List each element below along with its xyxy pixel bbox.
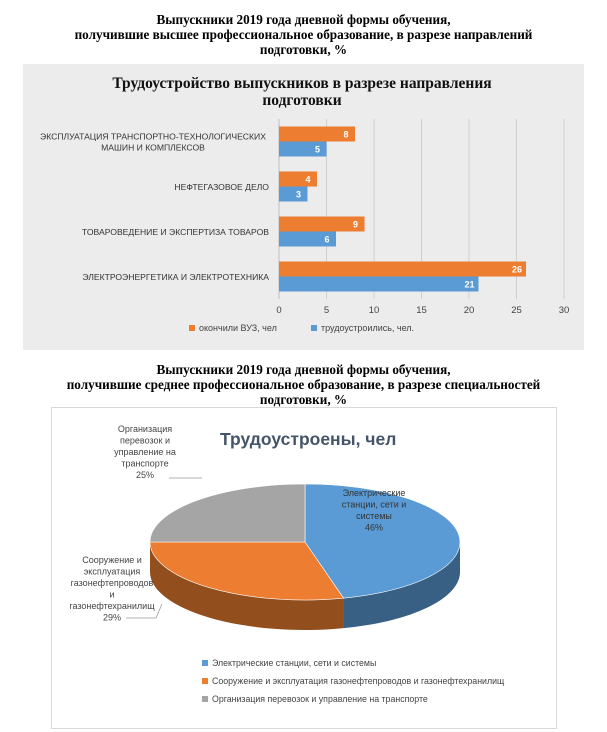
chart-title: Трудоустройство выпускников в разрезе на… bbox=[112, 75, 491, 92]
slice-label: станции, сети и bbox=[342, 500, 407, 510]
x-tick-label: 5 bbox=[324, 305, 329, 316]
slice-label: 25% bbox=[136, 470, 154, 480]
legend-label: Электрические станции, сети и системы bbox=[212, 658, 376, 668]
x-tick-label: 0 bbox=[276, 305, 281, 316]
pie-chart-svg: Трудоустроены, чел Электрические станции, … bbox=[69, 424, 505, 704]
pie-slice bbox=[149, 541, 345, 601]
caption-higher-education: Выпускники 2019 года дневной формы обуче… bbox=[0, 12, 607, 57]
bar-graduated bbox=[279, 126, 355, 142]
legend-swatch bbox=[202, 660, 208, 666]
x-tick-label: 20 bbox=[464, 305, 475, 316]
category-label: НЕФТЕГАЗОВОЕ ДЕЛО bbox=[174, 182, 269, 192]
data-label: 21 bbox=[464, 280, 474, 290]
slice-label: Электрические bbox=[343, 488, 406, 498]
data-label: 6 bbox=[324, 235, 329, 245]
data-label: 8 bbox=[343, 130, 348, 140]
bar-chart-svg: Трудоустройство выпускников в разрезе на… bbox=[40, 75, 570, 333]
legend-swatch bbox=[311, 325, 317, 331]
x-tick-label: 30 bbox=[559, 305, 570, 316]
slice-label: управление на bbox=[114, 447, 176, 457]
bar-employed bbox=[279, 141, 327, 157]
slice-label: газонефтехранилищ bbox=[69, 601, 155, 611]
bar-graduated bbox=[279, 261, 526, 277]
category-label: ЭКСПЛУАТАЦИЯ ТРАНСПОРТНО-ТЕХНОЛОГИЧЕСКИХ bbox=[40, 132, 266, 142]
slice-label: газонефтепроводов bbox=[71, 578, 154, 588]
legend-swatch bbox=[202, 696, 208, 702]
legend-label: трудоустроились, чел. bbox=[321, 323, 414, 333]
chart-title: Трудоустроены, чел bbox=[220, 429, 396, 449]
bar-chart-employment: Трудоустройство выпускников в разрезе на… bbox=[23, 64, 584, 350]
bar-graduated bbox=[279, 216, 365, 232]
slice-side bbox=[343, 542, 460, 629]
caption-line: подготовки, % bbox=[259, 392, 348, 407]
data-label: 9 bbox=[353, 220, 358, 230]
bar-graduated bbox=[279, 171, 317, 187]
category-label: ТОВАРОВЕДЕНИЕ И ЭКСПЕРТИЗА ТОВАРОВ bbox=[82, 227, 269, 237]
slice-label: 29% bbox=[103, 613, 121, 623]
category-label: МАШИН И КОМПЛЕКСОВ bbox=[101, 143, 205, 153]
chart-title: подготовки bbox=[262, 92, 341, 109]
data-label: 3 bbox=[296, 190, 301, 200]
caption-line: Выпускники 2019 года дневной формы обуче… bbox=[156, 12, 451, 27]
slice-label: Сооружение и bbox=[82, 555, 142, 565]
legend-label: Сооружение и эксплуатация газонефтепрово… bbox=[212, 676, 505, 686]
x-tick-label: 15 bbox=[416, 305, 427, 316]
slice-label: транспорте bbox=[121, 459, 168, 469]
slice-label: эксплуатация bbox=[84, 567, 141, 577]
slice-label: 46% bbox=[365, 523, 383, 533]
slice-label: Организация bbox=[118, 424, 172, 434]
caption-line: Выпускники 2019 года дневной формы обуче… bbox=[156, 362, 451, 377]
data-label: 5 bbox=[315, 145, 320, 155]
x-tick-label: 10 bbox=[369, 305, 380, 316]
pie-chart-employed: Трудоустроены, чел Электрические станции, … bbox=[51, 407, 557, 729]
legend-swatch bbox=[202, 678, 208, 684]
data-label: 26 bbox=[512, 265, 522, 275]
pie-slice bbox=[304, 483, 461, 599]
data-label: 4 bbox=[305, 175, 310, 185]
legend-label: окончили ВУЗ, чел bbox=[199, 323, 277, 333]
caption-line: получившие высшее профессиональное образ… bbox=[74, 27, 533, 42]
caption-line: подготовки, % bbox=[259, 42, 348, 57]
slice-label: и bbox=[109, 590, 114, 600]
leader-line bbox=[126, 603, 163, 619]
x-tick-label: 25 bbox=[511, 305, 522, 316]
caption-line: получившие среднее профессиональное обра… bbox=[66, 377, 541, 392]
legend-swatch bbox=[189, 325, 195, 331]
slice-label: системы bbox=[356, 511, 392, 521]
pie-slice bbox=[149, 483, 306, 543]
caption-secondary-education: Выпускники 2019 года дневной формы обуче… bbox=[0, 362, 607, 407]
bar-employed bbox=[279, 186, 308, 202]
slice-label: перевозок и bbox=[120, 436, 170, 446]
legend-label: Организация перевозок и управление на тр… bbox=[212, 694, 428, 704]
slice-side bbox=[150, 542, 344, 630]
bar-employed bbox=[279, 231, 336, 247]
category-label: ЭЛЕКТРОЭНЕРГЕТИКА И ЭЛЕКТРОТЕХНИКА bbox=[82, 272, 269, 282]
bar-employed bbox=[279, 276, 479, 292]
